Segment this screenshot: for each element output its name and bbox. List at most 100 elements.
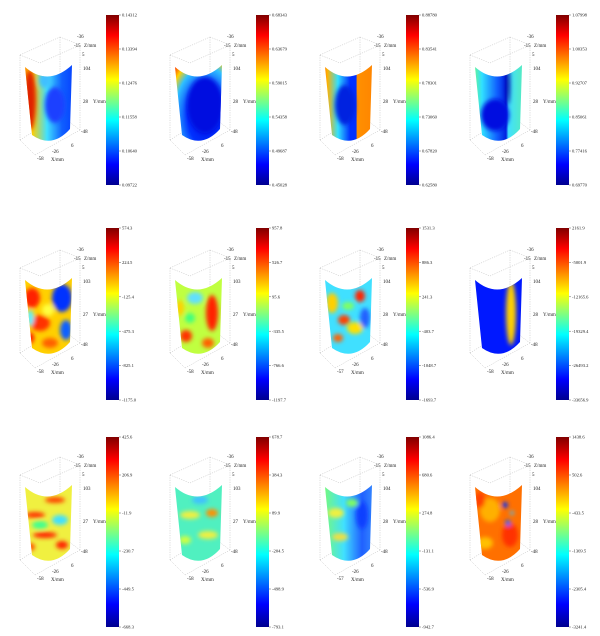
y-tick-label: -48	[381, 550, 388, 555]
surface-plot-svg: -36 -15 Z/mm 5 104 28 Y/mm -48 6 -26 -58 X/mm 1.0799…	[469, 13, 588, 188]
surface-mesh	[475, 65, 522, 141]
x-tick-label: 6	[71, 144, 74, 149]
z-tick-label: -15	[524, 44, 531, 49]
colorbar-tick-label: 0.54358	[272, 115, 288, 120]
colorbar-tick-label: 425.6	[122, 435, 133, 440]
y-tick-label: -48	[381, 130, 388, 135]
z-tick-label: -15	[74, 464, 81, 469]
colorbar-tick-label: -204.5	[272, 549, 285, 554]
colorbar-tick-label: 0.88780	[422, 13, 438, 18]
y-tick-label: 28	[533, 520, 539, 525]
y-axis-label: Y/mm	[393, 100, 406, 105]
colorbar-tick-label: 1531.3	[422, 226, 435, 231]
surface-plot-5: -36 -15 Z/mm 5 103 27 Y/mm -48 6 -26 -58 X/mm 574.3 2…	[0, 218, 150, 428]
colorbar-tick-label: 384.3	[272, 473, 283, 478]
y-axis-label: Y/mm	[93, 100, 106, 105]
y-tick-label: 104	[383, 487, 391, 492]
y-axis-label: Y/mm	[543, 520, 556, 525]
colorbar	[256, 228, 269, 400]
x-tick-label: 6	[521, 144, 524, 149]
x-tick-label: 6	[521, 564, 524, 569]
colorbar-tick-label: 224.5	[122, 260, 133, 265]
x-axis-label: X/mm	[51, 578, 64, 583]
z-tick-label: -15	[374, 44, 381, 49]
z-tick-label: -15	[224, 44, 231, 49]
z-tick-label: 5	[382, 53, 385, 58]
surface-plot-svg: -36 -15 Z/mm 5 103 27 Y/mm -48 6 -26 -58 X/mm 678.7 3…	[169, 435, 285, 630]
colorbar-tick-label: -125.4	[122, 294, 135, 299]
y-tick-label: 28	[533, 100, 539, 105]
z-axis-label: Z/mm	[384, 44, 396, 49]
y-tick-label: 103	[233, 280, 241, 285]
colorbar-tick-label: -12165.6	[572, 294, 589, 299]
surface-mesh	[175, 65, 222, 141]
colorbar-tick-label: -1197.7	[272, 398, 287, 403]
colorbar-tick-label: -498.9	[272, 587, 285, 592]
x-tick-label: -58	[37, 370, 44, 375]
colorbar-tick-label: 0.10640	[122, 149, 138, 154]
y-axis-label: Y/mm	[243, 100, 256, 105]
x-tick-label: -26	[352, 150, 359, 155]
colorbar	[106, 15, 119, 185]
x-tick-label: 6	[71, 564, 74, 569]
surface-plot-svg: -36 -15 Z/mm 5 104 28 Y/mm -48 6 -26 -57 X/mm 1086.4…	[319, 435, 435, 630]
surface-plot-6: -36 -15 Z/mm 5 103 27 Y/mm -48 6 -26 -58 X/mm 957.8 5…	[150, 218, 300, 428]
z-axis-label: Z/mm	[84, 44, 96, 49]
colorbar-tick-label: 1.07998	[572, 13, 588, 18]
z-tick-label: 5	[232, 473, 235, 478]
y-tick-label: 104	[533, 280, 541, 285]
z-tick-label: -15	[74, 257, 81, 262]
colorbar-tick-label: 95.6	[272, 294, 281, 299]
x-axis-label: X/mm	[51, 371, 64, 376]
colorbar-tick-label: 0.45028	[272, 183, 288, 188]
surface-plot-4: -36 -15 Z/mm 5 104 28 Y/mm -48 6 -26 -58 X/mm 1.0799…	[450, 5, 600, 215]
y-tick-label: -48	[231, 550, 238, 555]
surface-mesh	[25, 65, 72, 141]
z-axis-label: Z/mm	[234, 257, 246, 262]
surface-mesh	[325, 65, 372, 141]
z-tick-label: -15	[524, 257, 531, 262]
x-tick-label: -58	[187, 157, 194, 162]
y-tick-label: 104	[383, 280, 391, 285]
surface-plot-1: -36 -15 Z/mm 5 104 28 Y/mm -48 6 -26 -58 X/mm 0.1431…	[0, 5, 150, 215]
colorbar-tick-label: -230.7	[122, 549, 135, 554]
surface-mesh	[25, 485, 72, 561]
colorbar-tick-label: 502.6	[572, 473, 583, 478]
z-tick-label: 5	[82, 473, 85, 478]
y-tick-label: 104	[233, 67, 241, 72]
x-tick-label: -26	[502, 363, 509, 368]
z-tick-label: -15	[224, 464, 231, 469]
colorbar-tick-label: 0.92707	[572, 81, 588, 86]
y-tick-label: -48	[381, 343, 388, 348]
z-axis-label: Z/mm	[84, 257, 96, 262]
surface-plot-2: -36 -15 Z/mm 5 104 28 Y/mm -48 6 -26 -58 X/mm 0.6834…	[150, 5, 300, 215]
z-axis-label: Z/mm	[534, 464, 546, 469]
surface-mesh	[325, 485, 372, 561]
colorbar-tick-label: 89.9	[272, 511, 281, 516]
y-tick-label: 104	[533, 487, 541, 492]
y-axis-label: Y/mm	[393, 313, 406, 318]
colorbar-tick-label: -1369.5	[572, 549, 587, 554]
colorbar-tick-label: 274.8	[422, 511, 433, 516]
y-axis-label: Y/mm	[243, 313, 256, 318]
y-tick-label: -48	[81, 343, 88, 348]
colorbar-tick-label: -26493.2	[572, 363, 589, 368]
y-tick-label: 27	[233, 520, 239, 525]
surface-plot-svg: -36 -15 Z/mm 5 103 27 Y/mm -48 6 -26 -58 X/mm 957.8 5…	[169, 226, 287, 403]
y-axis-label: Y/mm	[543, 100, 556, 105]
colorbar	[256, 437, 269, 627]
x-tick-label: -58	[487, 370, 494, 375]
surface-plot-8: -36 -15 Z/mm 5 104 28 Y/mm -48 6 -26 -58 X/mm 2161.9…	[450, 218, 600, 428]
colorbar-tick-label: 1438.6	[572, 435, 585, 440]
colorbar-tick-label: 0.14312	[122, 13, 138, 18]
x-tick-label: -58	[487, 577, 494, 582]
surface-mesh	[175, 278, 222, 354]
y-tick-label: -48	[81, 130, 88, 135]
z-tick-label: 5	[82, 53, 85, 58]
x-tick-label: -58	[37, 157, 44, 162]
colorbar-tick-label: 0.68343	[272, 13, 288, 18]
x-tick-label: -26	[52, 570, 59, 575]
surface-plot-11: -36 -15 Z/mm 5 104 28 Y/mm -48 6 -26 -57 X/mm 1086.4…	[300, 425, 450, 635]
surface-plot-svg: -36 -15 Z/mm 5 104 28 Y/mm -48 6 -26 -58 X/mm 1438.6…	[469, 435, 587, 630]
colorbar-tick-label: 0.49687	[272, 149, 288, 154]
